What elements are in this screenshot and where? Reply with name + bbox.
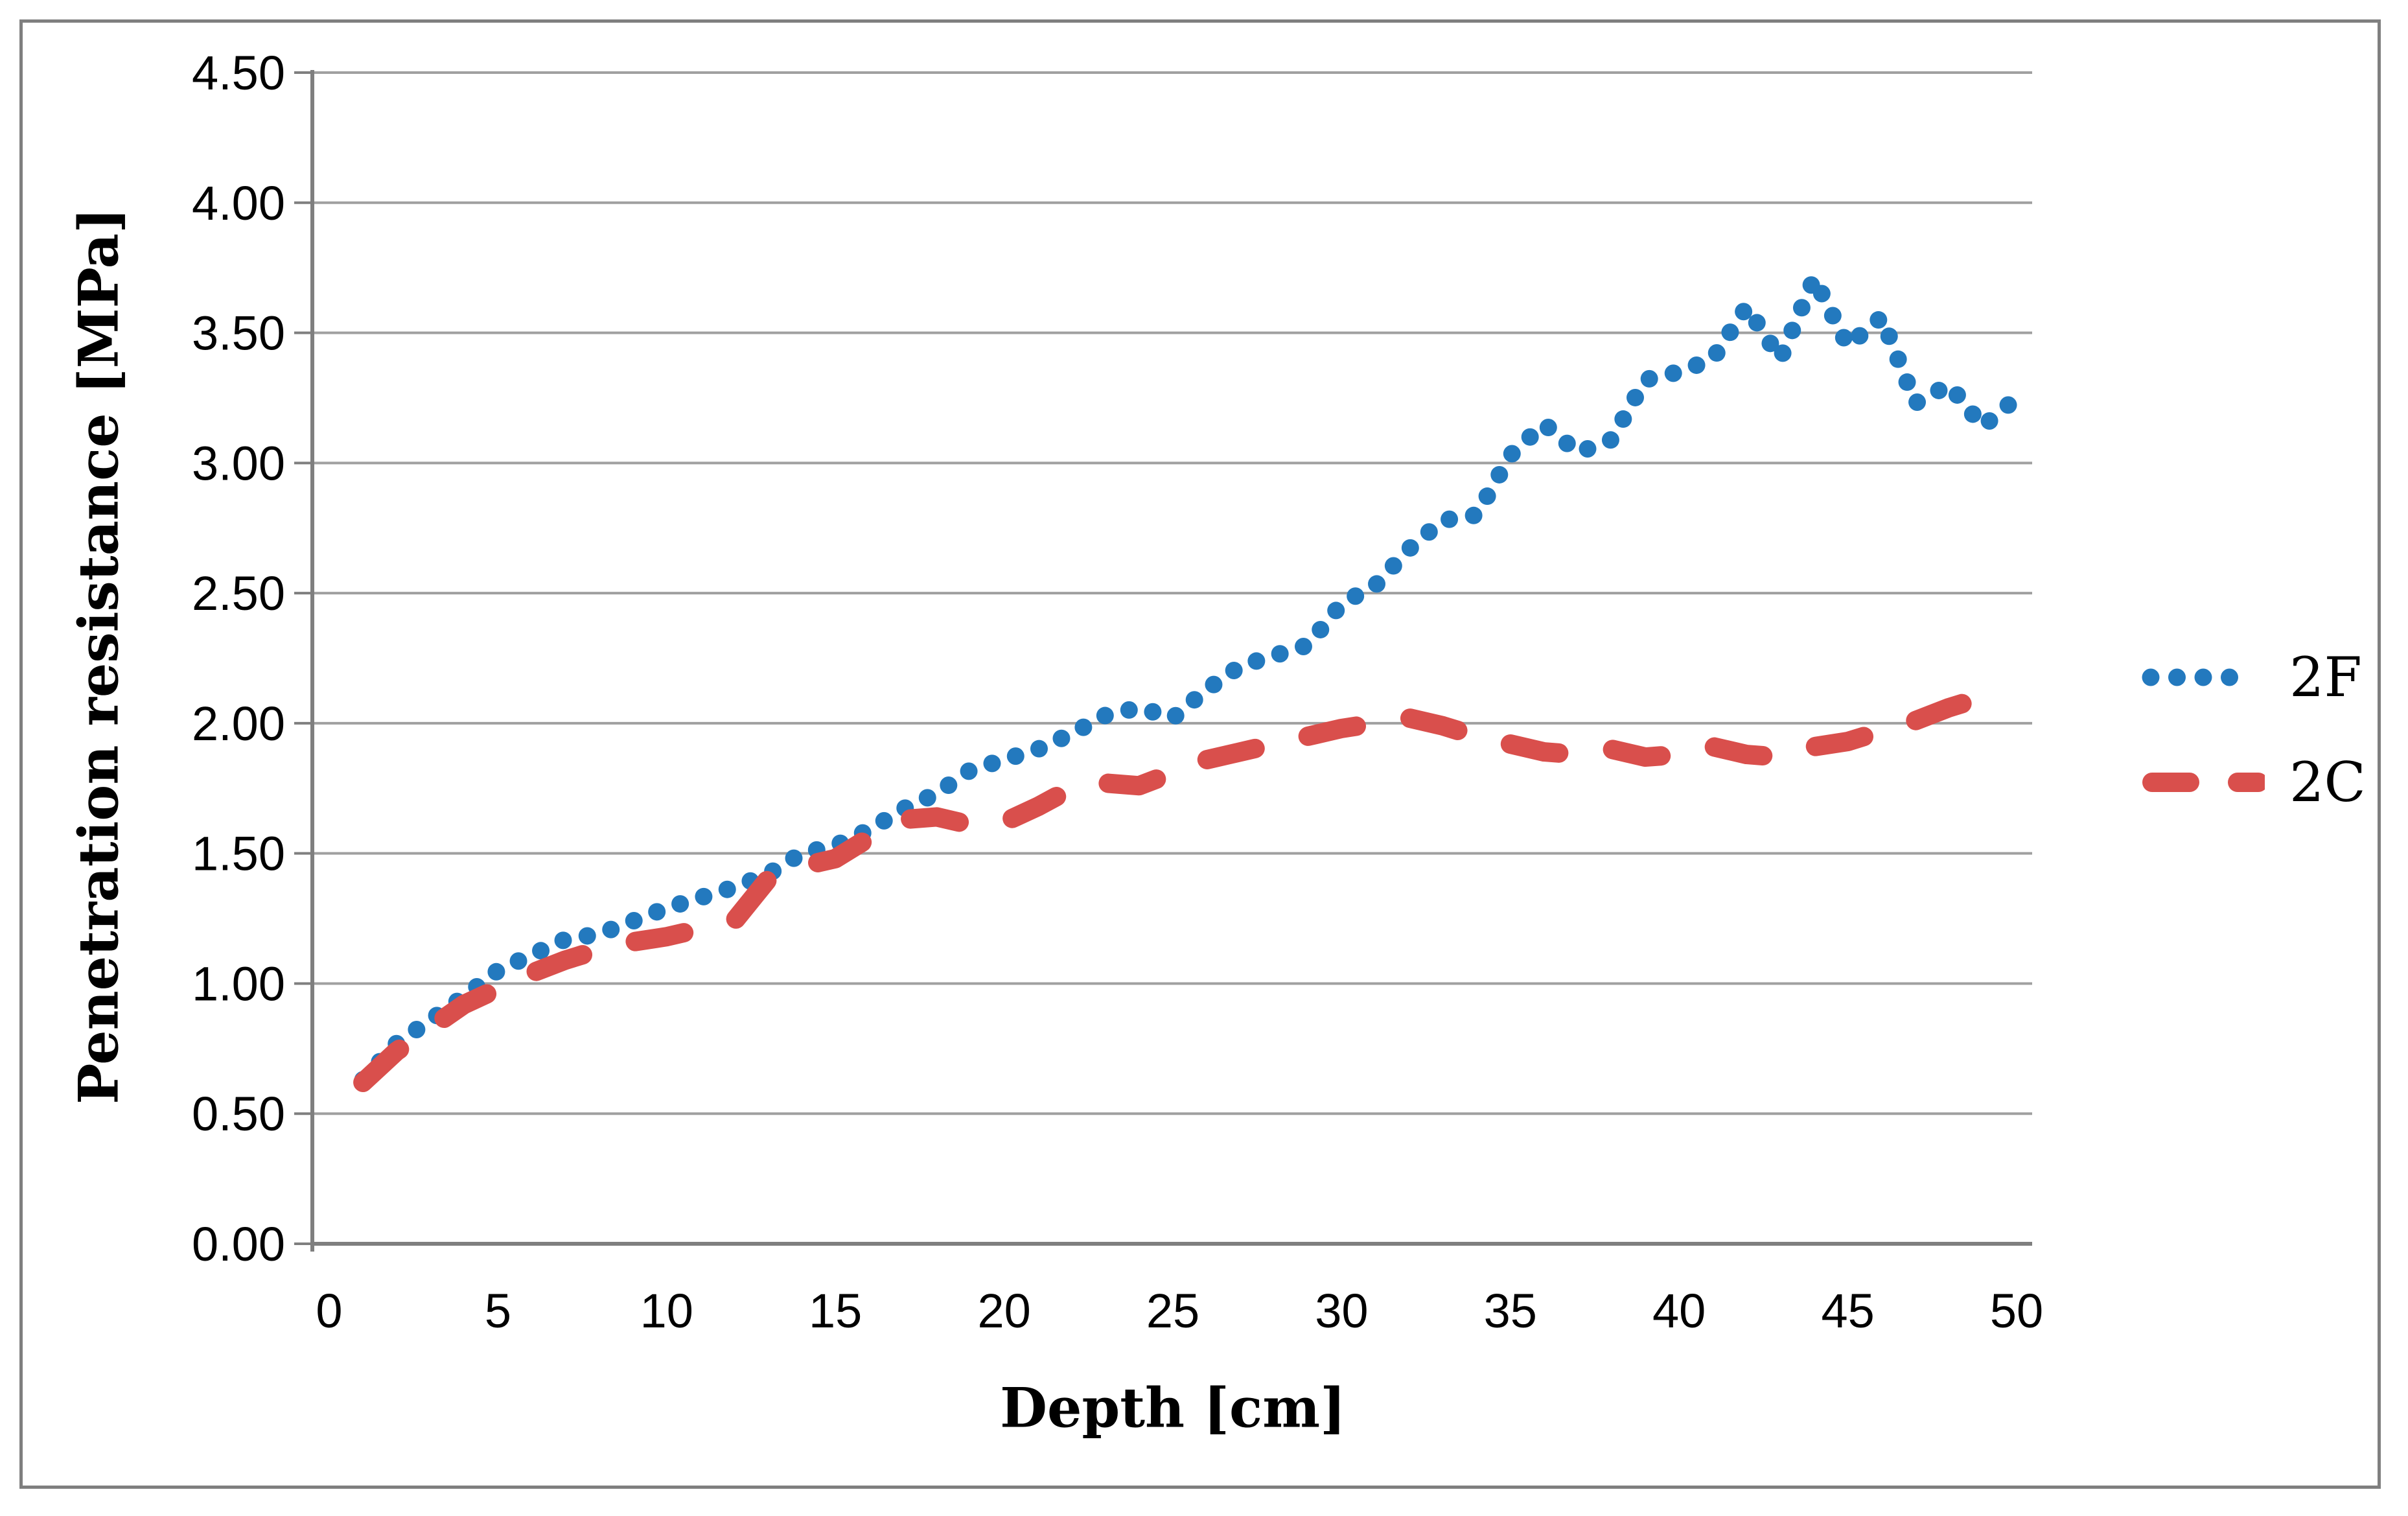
y-tick-label-0.00: 0.00 (192, 1217, 285, 1271)
x-tick-label-10: 10 (640, 1284, 693, 1338)
x-tick-label-25: 25 (1146, 1284, 1199, 1338)
y-tick-label-1.00: 1.00 (192, 957, 285, 1010)
y-tick-label-4.00: 4.00 (192, 176, 285, 230)
legend-label-2C: 2C (2289, 751, 2366, 814)
x-tick-label-5: 5 (485, 1284, 511, 1338)
series-2C-line (353, 687, 1993, 1092)
legend-marker-dashed-line-icon (2142, 773, 2265, 792)
legend-label-2F: 2F (2289, 646, 2362, 709)
x-tick-label-20: 20 (977, 1284, 1030, 1338)
x-axis-title: Depth [cm] (1000, 1375, 1346, 1440)
y-tick-label-4.50: 4.50 (192, 46, 285, 100)
x-tick-label-50: 50 (1990, 1284, 2043, 1338)
legend-marker-dotted-line-icon (2142, 668, 2265, 686)
y-tick-label-2.00: 2.00 (192, 697, 285, 751)
y-tick-label-0.50: 0.50 (192, 1087, 285, 1141)
x-tick-label-40: 40 (1652, 1284, 1706, 1338)
series-2F-line (354, 269, 2026, 1089)
legend-item-2C: 2C (2142, 751, 2401, 814)
x-tick-label-30: 30 (1315, 1284, 1368, 1338)
x-tick-label-0: 0 (316, 1284, 342, 1338)
y-tick-label-2.50: 2.50 (192, 566, 285, 620)
y-tick-label-3.00: 3.00 (192, 436, 285, 490)
legend: 2F 2C (2142, 646, 2401, 861)
x-tick-label-35: 35 (1484, 1284, 1537, 1338)
x-tick-label-45: 45 (1821, 1284, 1874, 1338)
y-axis-title: Penetration resistance [MPa] (66, 207, 131, 1104)
y-tick-label-3.50: 3.50 (192, 307, 285, 360)
x-tick-label-15: 15 (809, 1284, 862, 1338)
legend-item-2F: 2F (2142, 646, 2401, 709)
y-tick-label-1.50: 1.50 (192, 827, 285, 881)
